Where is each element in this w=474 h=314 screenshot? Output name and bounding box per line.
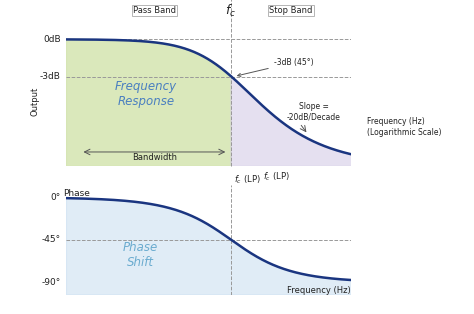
Text: Frequency (Hz)
(Logarithmic Scale): Frequency (Hz) (Logarithmic Scale) — [367, 117, 442, 137]
Text: 0°: 0° — [50, 193, 61, 202]
Polygon shape — [231, 76, 396, 166]
Polygon shape — [66, 40, 231, 166]
Text: Frequency
Response: Frequency Response — [115, 80, 177, 108]
Text: -45°: -45° — [42, 236, 61, 244]
Polygon shape — [66, 198, 396, 295]
Text: Frequency (Hz): Frequency (Hz) — [287, 286, 351, 295]
Text: Output: Output — [31, 87, 39, 116]
Text: Stop Band: Stop Band — [269, 6, 312, 15]
Text: $\mathit{f_c}$ (LP): $\mathit{f_c}$ (LP) — [234, 174, 261, 187]
Text: Bandwidth: Bandwidth — [132, 154, 177, 162]
Text: Pass Band: Pass Band — [133, 6, 176, 15]
Text: -3dB: -3dB — [40, 72, 61, 81]
Text: 0dB: 0dB — [43, 35, 61, 44]
Text: Phase
Shift: Phase Shift — [123, 241, 158, 269]
Text: $\mathit{f_c}$: $\mathit{f_c}$ — [226, 3, 237, 19]
Text: -90°: -90° — [41, 278, 61, 287]
Text: -3dB (45°): -3dB (45°) — [237, 58, 313, 76]
Text: $\mathit{f_c}$ (LP): $\mathit{f_c}$ (LP) — [263, 170, 290, 183]
Text: Slope =
-20dB/Decade: Slope = -20dB/Decade — [287, 102, 341, 121]
Text: Phase: Phase — [64, 189, 91, 198]
